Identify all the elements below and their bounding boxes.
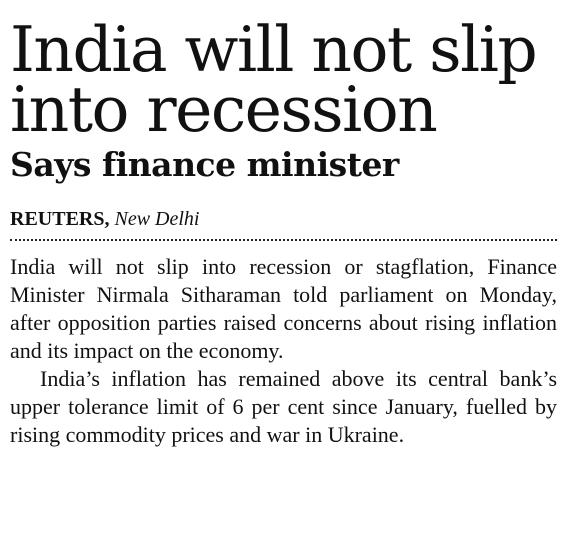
article-body: India will not slip into recession or st… bbox=[10, 253, 557, 449]
headline: India will not slip into recession bbox=[10, 13, 538, 146]
body-paragraph: India’s inflation has remained above its… bbox=[10, 366, 557, 447]
byline: REUTERS, New Delhi bbox=[10, 207, 557, 231]
news-article: India will not slip into recession Says … bbox=[10, 13, 557, 449]
byline-location: New Delhi bbox=[114, 208, 200, 230]
dotted-divider bbox=[10, 239, 557, 241]
byline-agency: REUTERS, bbox=[10, 208, 110, 230]
body-paragraph: India will not slip into recession or st… bbox=[10, 254, 557, 363]
subheadline: Says finance minister bbox=[10, 145, 399, 184]
